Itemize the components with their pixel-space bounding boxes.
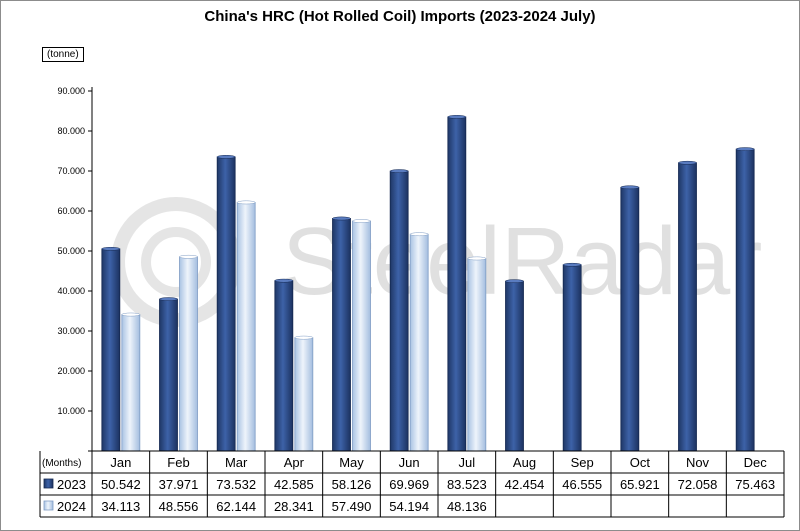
- table-value-2023: 42.585: [274, 477, 314, 492]
- legend-label-2023: 2023: [57, 477, 86, 492]
- bar-cap: [620, 185, 640, 190]
- table-value-2024: 34.113: [101, 499, 140, 514]
- table-value-2024: 48.556: [159, 499, 199, 514]
- bar-2023-jul: [447, 116, 467, 452]
- chart-title: China's HRC (Hot Rolled Coil) Imports (2…: [204, 8, 596, 25]
- table-value-2023: 37.971: [159, 477, 199, 492]
- bar-cap: [274, 278, 294, 283]
- bar-cap: [101, 246, 121, 251]
- bar-cap: [467, 256, 487, 261]
- y-tick-label: 60.000: [57, 206, 85, 216]
- bar-2023-nov: [678, 162, 697, 452]
- table-value-2023: 75.463: [735, 477, 775, 492]
- bar-2023-may: [332, 218, 351, 452]
- x-tick-label: Nov: [686, 455, 710, 470]
- bar-2023-aug: [505, 280, 524, 452]
- x-tick-label: Sep: [571, 455, 594, 470]
- bar-2023-dec: [735, 148, 755, 452]
- legend-key-2024: [43, 500, 54, 511]
- bar-2024-mar: [236, 202, 256, 452]
- x-tick-label: Feb: [167, 455, 189, 470]
- x-tick-label: Dec: [744, 455, 768, 470]
- bar-cap: [352, 219, 371, 223]
- y-tick-label: 40.000: [57, 286, 85, 296]
- x-tick-label: Jul: [459, 455, 476, 470]
- bar-2023-jan: [101, 248, 121, 452]
- y-tick-label: 20.000: [57, 366, 85, 376]
- table-value-2023: 72.058: [678, 477, 718, 492]
- bar-cap: [332, 216, 351, 221]
- table-months-label: (Months): [42, 458, 81, 469]
- table-value-2023: 73.532: [216, 477, 256, 492]
- table-value-2023: 69.969: [389, 477, 429, 492]
- bar-2024-jan: [121, 314, 141, 452]
- watermark-logo: SteelRadar: [111, 197, 762, 327]
- bar-2023-jun: [389, 170, 409, 452]
- bar-cap: [562, 262, 582, 267]
- legend-label-2024: 2024: [57, 499, 86, 514]
- bar-2023-mar: [216, 156, 236, 452]
- bar-cap: [678, 160, 697, 165]
- bar-2023-oct: [620, 186, 640, 452]
- x-tick-label: Mar: [225, 455, 248, 470]
- bar-2024-feb: [179, 256, 198, 452]
- x-tick-label: Oct: [630, 455, 651, 470]
- x-tick-label: Jan: [110, 455, 131, 470]
- table-value-2024: 28.341: [274, 499, 314, 514]
- table-value-2023: 83.523: [447, 477, 487, 492]
- table-value-2024: 54.194: [389, 499, 429, 514]
- x-tick-label: Jun: [399, 455, 420, 470]
- bar-2024-apr: [294, 337, 314, 452]
- y-tick-label: 10.000: [57, 406, 85, 416]
- bar-cap: [216, 155, 236, 159]
- bar-2023-feb: [159, 298, 178, 452]
- bar-cap: [505, 279, 524, 284]
- x-tick-label: Aug: [513, 455, 536, 470]
- table-value-2023: 65.921: [620, 477, 660, 492]
- table-value-2024: 48.136: [447, 499, 487, 514]
- bar-cap: [735, 147, 755, 151]
- bar-cap: [159, 297, 178, 301]
- table-value-2023: 58.126: [332, 477, 372, 492]
- x-tick-label: May: [339, 455, 364, 470]
- table-value-2023: 50.542: [101, 477, 141, 492]
- bar-cap: [294, 335, 314, 340]
- table-value-2024: 57.490: [332, 499, 372, 514]
- table-value-2023: 46.555: [562, 477, 602, 492]
- y-unit-label: (tonne): [42, 47, 84, 62]
- legend-key-2023: [43, 478, 54, 489]
- y-tick-label: 50.000: [57, 246, 85, 256]
- bar-2023-sep: [562, 264, 582, 452]
- table-value-2024: 62.144: [216, 499, 256, 514]
- bar-cap: [409, 232, 429, 237]
- table-value-2023: 42.454: [505, 477, 545, 492]
- y-tick-label: 90.000: [57, 86, 85, 96]
- bar-cap: [447, 115, 467, 119]
- y-tick-label: 80.000: [57, 126, 85, 136]
- bar-2023-apr: [274, 280, 294, 452]
- bar-2024-jul: [467, 258, 487, 452]
- bar-2024-may: [352, 220, 371, 452]
- bar-2024-jun: [409, 233, 429, 452]
- bar-cap: [389, 169, 409, 173]
- bar-cap: [236, 200, 256, 205]
- bar-cap: [121, 312, 141, 317]
- bar-cap: [179, 254, 198, 259]
- y-tick-label: 30.000: [57, 326, 85, 336]
- x-tick-label: Apr: [284, 455, 305, 470]
- y-tick-label: 70.000: [57, 166, 85, 176]
